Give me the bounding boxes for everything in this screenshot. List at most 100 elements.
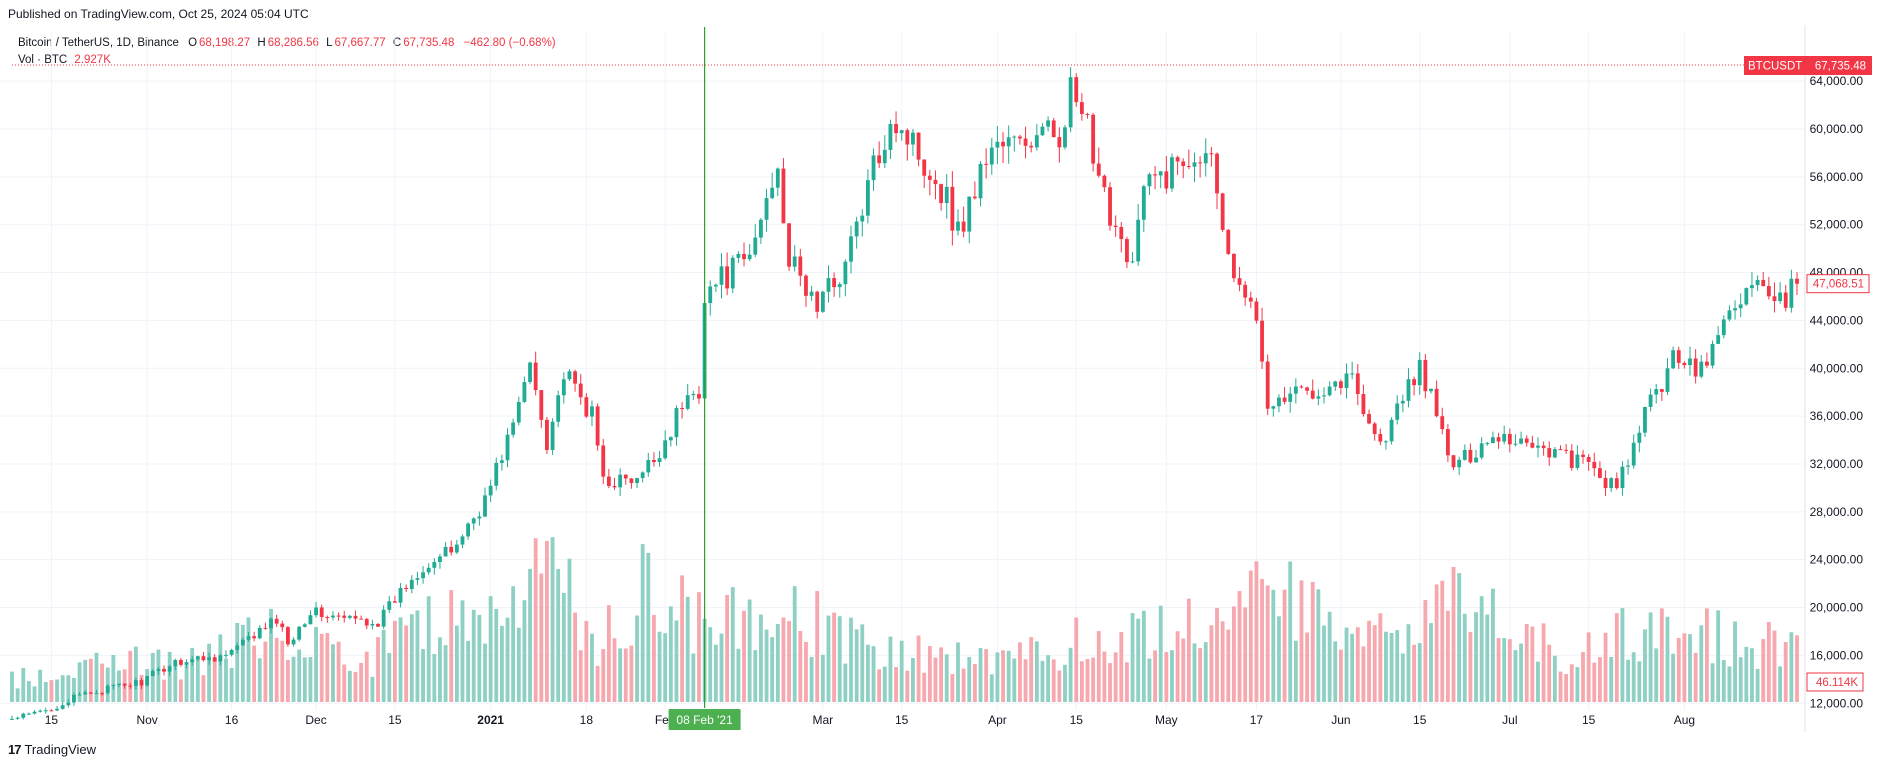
candle-body	[927, 175, 932, 180]
candle-body	[274, 618, 279, 624]
candle-body	[331, 615, 335, 618]
volume-bar	[1417, 643, 1422, 702]
volume-bar	[1755, 668, 1760, 702]
volume-bar	[438, 637, 442, 702]
candle-body	[516, 401, 521, 423]
candle-body	[38, 710, 43, 712]
candle-body	[246, 636, 251, 640]
candle-body	[1716, 335, 1721, 344]
candle-body	[1755, 279, 1760, 286]
volume-bar	[319, 633, 324, 702]
volume-bar	[832, 612, 837, 702]
volume-bar	[331, 644, 335, 702]
candle-body	[1046, 120, 1051, 127]
volume-bar	[404, 625, 409, 702]
volume-label[interactable]: Vol · BTC	[18, 54, 68, 66]
candle-body	[1175, 157, 1180, 162]
candle-body	[10, 718, 14, 720]
volume-bar	[1108, 663, 1112, 702]
volume-bar	[1631, 652, 1636, 702]
candle-body	[280, 623, 285, 628]
volume-bar	[38, 669, 43, 702]
candle-body	[1417, 359, 1422, 386]
candle-body	[105, 685, 110, 694]
volume-bar	[578, 650, 583, 702]
volume-bar	[1203, 642, 1208, 702]
volume-bar	[1727, 666, 1732, 702]
volume-bar	[635, 615, 639, 702]
volume-bar	[274, 637, 279, 702]
volume-bar	[882, 666, 887, 702]
symbol-title[interactable]: Bitcoin / TetherUS, 1D, Binance	[18, 37, 179, 49]
volume-bar	[364, 651, 369, 702]
volume-bar	[837, 616, 842, 702]
candle-body	[1361, 393, 1366, 415]
candle-body	[1018, 136, 1022, 139]
volume-bar	[1789, 632, 1794, 702]
candle-body	[1215, 153, 1219, 194]
volume-bar	[736, 648, 741, 702]
candle-body	[1023, 138, 1028, 146]
volume-bar	[162, 679, 166, 702]
candle-body	[409, 579, 414, 590]
volume-bar	[1445, 610, 1450, 702]
volume-bar	[1299, 580, 1304, 702]
volume-bar	[1795, 635, 1799, 702]
candle-body	[432, 561, 437, 568]
candle-body	[201, 656, 206, 661]
volume-bar	[719, 633, 724, 702]
low-label: L	[326, 37, 333, 49]
candle-body	[1609, 478, 1614, 489]
volume-bar	[1637, 661, 1642, 702]
candle-body	[871, 155, 876, 181]
last-close-tag	[1806, 274, 1870, 294]
volume-bar	[218, 634, 223, 702]
volume-bar	[1643, 629, 1647, 702]
candle-body	[1096, 163, 1101, 176]
volume-bar	[1136, 618, 1141, 702]
volume-bar	[764, 629, 769, 702]
footer-brand[interactable]: 17 TradingView	[8, 742, 96, 757]
time-axis-label: 15	[1582, 713, 1596, 727]
low-value: 67,667.77	[334, 37, 386, 49]
volume-bar	[1226, 629, 1231, 702]
candle-body	[1783, 292, 1788, 308]
time-axis-label: 17	[1250, 713, 1264, 727]
volume-bar	[1164, 652, 1169, 702]
candle-body	[308, 615, 313, 625]
volume-bar	[533, 538, 538, 702]
candle-body	[618, 474, 623, 488]
volume-bar	[308, 657, 313, 702]
volume-bar	[387, 653, 392, 702]
candle-body	[488, 485, 493, 496]
candle-body	[302, 624, 307, 627]
volume-bar	[1125, 662, 1129, 702]
volume-bar	[1293, 640, 1298, 702]
volume-bar	[269, 608, 273, 702]
volume-bar	[1434, 584, 1439, 702]
candle-body	[1310, 390, 1315, 399]
volume-bar	[77, 662, 82, 702]
volume-bar	[376, 637, 380, 702]
volume-tag-value: 46.114K	[1816, 677, 1858, 689]
volume-bar	[511, 586, 516, 702]
volume-bar	[1530, 626, 1535, 702]
price-axis-label: 36,000.00	[1810, 409, 1864, 423]
volume-bar	[88, 658, 93, 702]
candle-body	[1429, 388, 1433, 392]
volume-bar	[556, 568, 561, 702]
volume-bar	[72, 677, 76, 702]
candle-body	[685, 395, 690, 409]
current-price-symbol: BTCUSDT	[1748, 61, 1802, 73]
candle-body	[1102, 175, 1107, 188]
volume-bar	[297, 649, 302, 702]
candle-body	[179, 659, 183, 665]
volume-bar	[1541, 623, 1546, 702]
candle-body	[1676, 350, 1681, 363]
time-axis-label: Nov	[136, 713, 157, 727]
volume-bar	[1034, 641, 1039, 702]
current-price-value: 67,735.48	[1815, 61, 1866, 73]
candle-body	[1316, 396, 1321, 399]
volume-bar	[1507, 639, 1512, 702]
